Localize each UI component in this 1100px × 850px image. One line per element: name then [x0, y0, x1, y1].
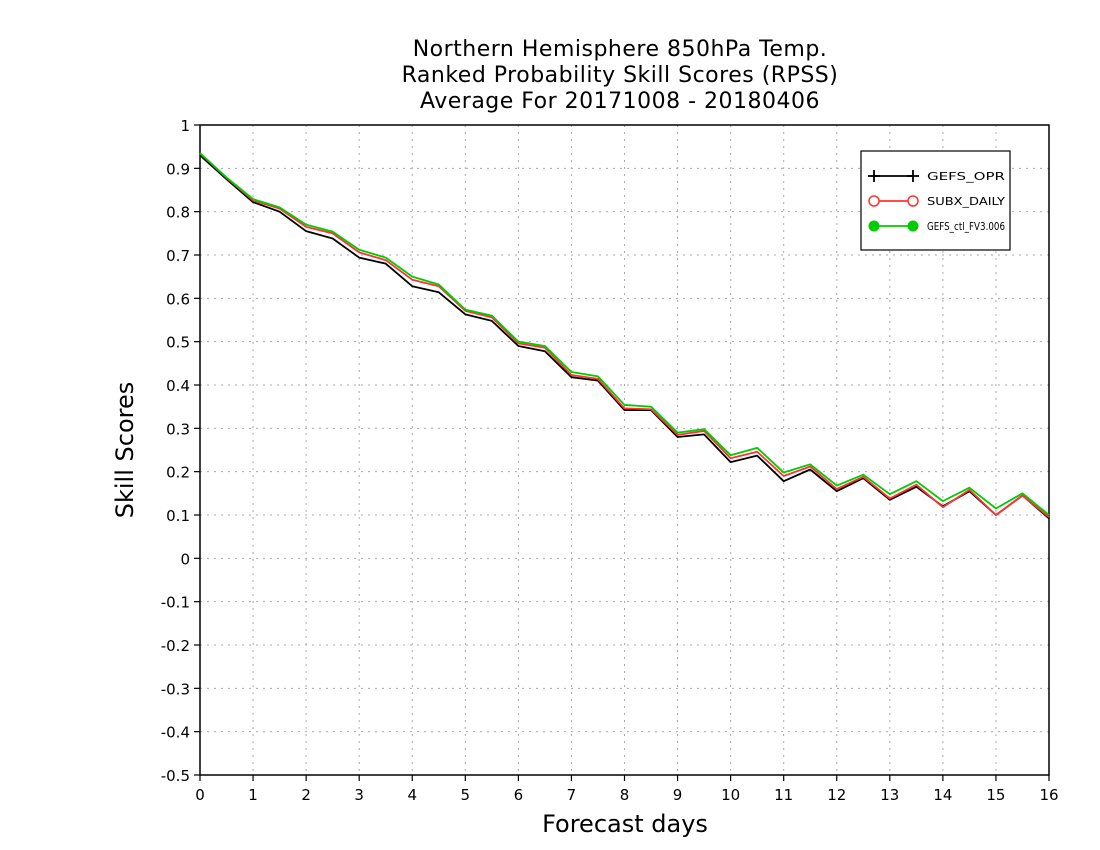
x-tick-label: 11 [774, 786, 793, 804]
legend-label-1: SUBX_DAILY [927, 195, 1005, 208]
chart-title-line-3: Average For 20171008 - 20180406 [419, 89, 821, 114]
legend-marker-circle-open [868, 195, 880, 207]
x-tick-label: 3 [354, 786, 364, 804]
x-tick-label: 16 [1039, 786, 1058, 804]
x-tick-label: 8 [620, 786, 630, 804]
y-tick-label: 0.2 [166, 464, 190, 482]
x-tick-label: 4 [407, 786, 417, 804]
x-tick-label: 6 [514, 786, 524, 804]
y-tick-label: 0.6 [166, 290, 190, 308]
y-tick-label: 0.1 [166, 507, 190, 525]
y-tick-label: -0.1 [161, 594, 190, 612]
x-axis-ticks: 0 1 2 3 4 5 6 7 8 9 10 11 12 13 14 15 16 [195, 775, 1059, 804]
x-tick-label: 10 [721, 786, 740, 804]
series-line-2 [199, 152, 1050, 516]
x-tick-label: 5 [461, 786, 471, 804]
y-tick-label: -0.5 [161, 767, 190, 785]
x-tick-label: 7 [567, 786, 577, 804]
legend-marker-circle-open [907, 195, 919, 207]
x-tick-label: 2 [301, 786, 311, 804]
x-tick-label: 13 [880, 786, 899, 804]
x-tick-label: 12 [827, 786, 846, 804]
y-tick-label: 0.5 [166, 334, 190, 352]
legend-marker-circle-filled [868, 220, 880, 232]
y-tick-label: 1 [180, 117, 190, 135]
x-tick-label: 1 [248, 786, 258, 804]
chart-title-line-1: Northern Hemisphere 850hPa Temp. [412, 37, 828, 62]
x-axis-label: Forecast days [542, 810, 708, 838]
y-tick-label: 0.7 [166, 247, 190, 265]
x-tick-label: 9 [673, 786, 683, 804]
y-tick-label: 0.8 [166, 204, 190, 222]
chart-title-line-2: Ranked Probability Skill Scores (RPSS) [401, 63, 839, 88]
legend-label-0: GEFS_OPR [927, 170, 1005, 183]
y-axis-ticks: -0.5 -0.4 -0.3 -0.2 -0.1 0 0.1 0.2 0.3 0.4 0.5 0.6 0… [161, 117, 200, 785]
x-tick-label: 0 [195, 786, 205, 804]
y-tick-label: 0 [180, 550, 190, 568]
y-axis-label: Skill Scores [111, 381, 139, 519]
y-tick-label: 0.9 [166, 160, 190, 178]
y-tick-label: -0.3 [161, 680, 190, 698]
x-tick-label: 14 [933, 786, 952, 804]
legend-label-2: GEFS_ctl_FV3.006 [927, 220, 1005, 233]
y-tick-label: 0.4 [166, 377, 190, 395]
y-tick-label: 0.3 [166, 420, 190, 438]
series-line-1 [199, 152, 1050, 518]
y-tick-label: -0.4 [161, 724, 190, 742]
legend: GEFS_OPR SUBX_DAILY GEFS_ctl_FV3.006 [860, 150, 1011, 251]
y-tick-label: -0.2 [161, 637, 190, 655]
series-group [199, 152, 1050, 520]
x-tick-label: 15 [986, 786, 1005, 804]
series-line-0 [199, 154, 1050, 520]
legend-marker-circle-filled [907, 220, 919, 232]
